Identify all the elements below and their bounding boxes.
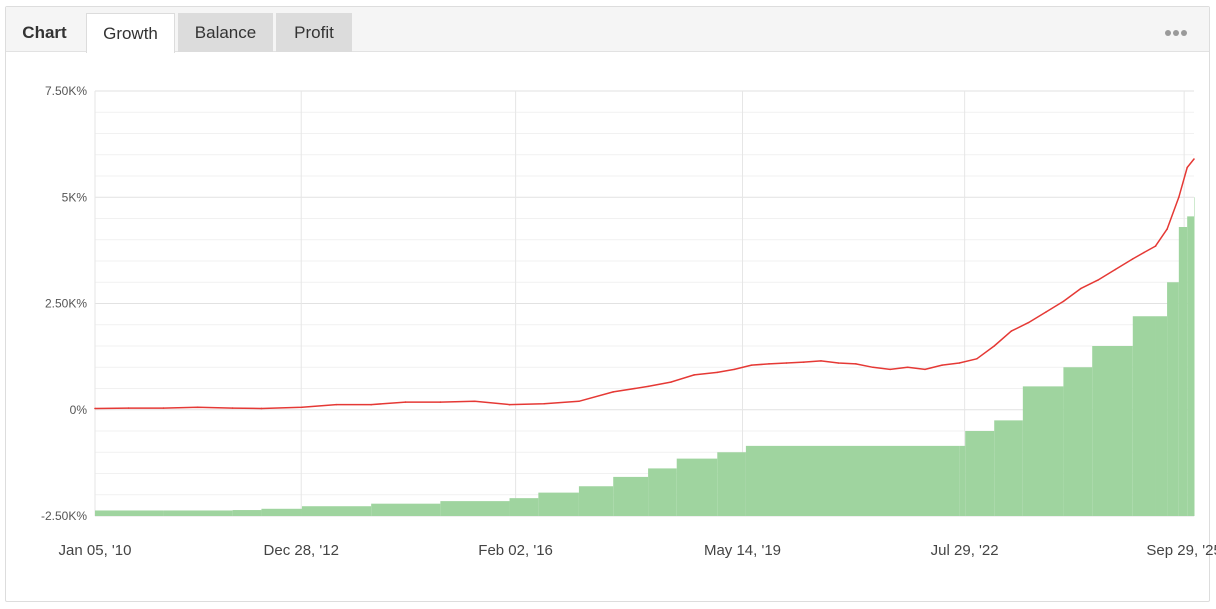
deposit-bar — [1155, 316, 1168, 516]
growth-point — [647, 385, 649, 388]
growth-line — [94, 158, 1195, 410]
deposit-bar — [1022, 386, 1064, 516]
growth-point — [1045, 311, 1047, 313]
growth-point — [301, 406, 303, 409]
growth-point — [508, 403, 511, 406]
more-dots-icon[interactable] — [1165, 23, 1191, 36]
growth-point — [612, 391, 615, 393]
growth-point — [889, 368, 891, 371]
deposit-bar — [509, 498, 539, 516]
growth-point — [1027, 321, 1030, 324]
deposit-bar — [1167, 282, 1179, 516]
growth-point — [855, 363, 857, 365]
deposit-bar — [1063, 367, 1093, 516]
deposit-bar — [1187, 216, 1194, 516]
deposit-bar — [1194, 197, 1195, 516]
growth-point — [941, 364, 943, 366]
growth-point — [975, 357, 978, 360]
growth-point — [1186, 166, 1188, 169]
growth-point — [1097, 279, 1099, 281]
growth-point — [1010, 330, 1013, 332]
deposit-bar — [1132, 316, 1156, 516]
tab-growth[interactable]: Growth — [86, 13, 175, 53]
deposit-bar — [371, 503, 441, 516]
deposit-bar — [163, 510, 233, 516]
growth-point — [906, 366, 909, 369]
deposit-bar — [717, 452, 746, 516]
x-tick-label: Jul 29, '22 — [931, 542, 999, 559]
growth-point — [958, 362, 961, 364]
deposit-bar — [95, 510, 164, 516]
growth-point — [693, 374, 695, 376]
growth-point — [924, 368, 926, 371]
x-tick-label: Feb 02, '16 — [478, 542, 553, 559]
growth-point — [670, 381, 672, 383]
y-tick-label: -2.50K% — [41, 509, 87, 523]
y-tick-label: 5K% — [62, 190, 88, 204]
x-tick-label: May 14, '19 — [704, 542, 781, 559]
growth-point — [750, 364, 753, 366]
tab-bar: Chart Growth Balance Profit — [6, 7, 1209, 53]
deposit-bar — [994, 420, 1023, 516]
growth-point — [473, 400, 476, 403]
tab-balance[interactable]: Balance — [178, 13, 273, 52]
growth-point — [837, 362, 840, 364]
growth-point — [872, 366, 874, 369]
x-tick-label: Dec 28, '12 — [264, 542, 339, 559]
growth-point — [993, 345, 996, 347]
deposit-bar — [301, 506, 372, 516]
deposit-bar — [1178, 227, 1188, 516]
growth-point — [802, 361, 805, 363]
deposit-bar — [1092, 346, 1133, 516]
growth-point — [404, 401, 407, 403]
growth-point — [1062, 300, 1065, 303]
tab-profit[interactable]: Profit — [276, 13, 352, 52]
growth-point — [768, 363, 770, 365]
deposit-bar — [745, 445, 960, 516]
y-tick-label: 2.50K% — [45, 297, 87, 311]
growth-point — [1131, 258, 1134, 260]
growth-point — [127, 407, 130, 409]
growth-point — [578, 400, 580, 403]
deposit-bar — [578, 486, 614, 516]
growth-point — [335, 403, 338, 406]
deposit-bar — [261, 508, 302, 516]
growth-point — [733, 368, 736, 371]
deposit-bar — [232, 510, 262, 516]
x-tick-label: Jan 05, '10 — [59, 542, 132, 559]
growth-point — [439, 401, 442, 403]
deposit-bar — [538, 492, 579, 516]
growth-point — [1193, 158, 1195, 160]
deposit-bar — [440, 501, 510, 516]
y-tick-label: 0% — [70, 403, 88, 417]
growth-point — [1166, 228, 1168, 230]
growth-point — [785, 362, 788, 364]
growth-point — [1143, 251, 1145, 254]
growth-point — [820, 360, 822, 362]
deposit-bar — [676, 458, 718, 516]
growth-point — [162, 407, 165, 409]
deposit-bar — [613, 476, 649, 516]
y-tick-label: 7.50K% — [45, 84, 87, 98]
deposit-bar — [648, 468, 677, 516]
growth-point — [231, 407, 234, 409]
growth-point — [1178, 196, 1180, 199]
deposit-bar — [965, 431, 995, 516]
growth-point — [716, 371, 719, 374]
growth-point — [94, 407, 96, 410]
growth-point — [1079, 287, 1082, 290]
x-tick-label: Sep 29, '25 — [1146, 542, 1216, 559]
deposit-bar — [959, 445, 966, 516]
chart-title: Chart — [22, 23, 67, 42]
growth-point — [1154, 245, 1157, 247]
growth-point — [196, 406, 199, 409]
growth-point — [543, 403, 545, 405]
growth-point — [260, 407, 263, 410]
growth-point — [1114, 268, 1117, 271]
growth-point — [370, 403, 372, 406]
